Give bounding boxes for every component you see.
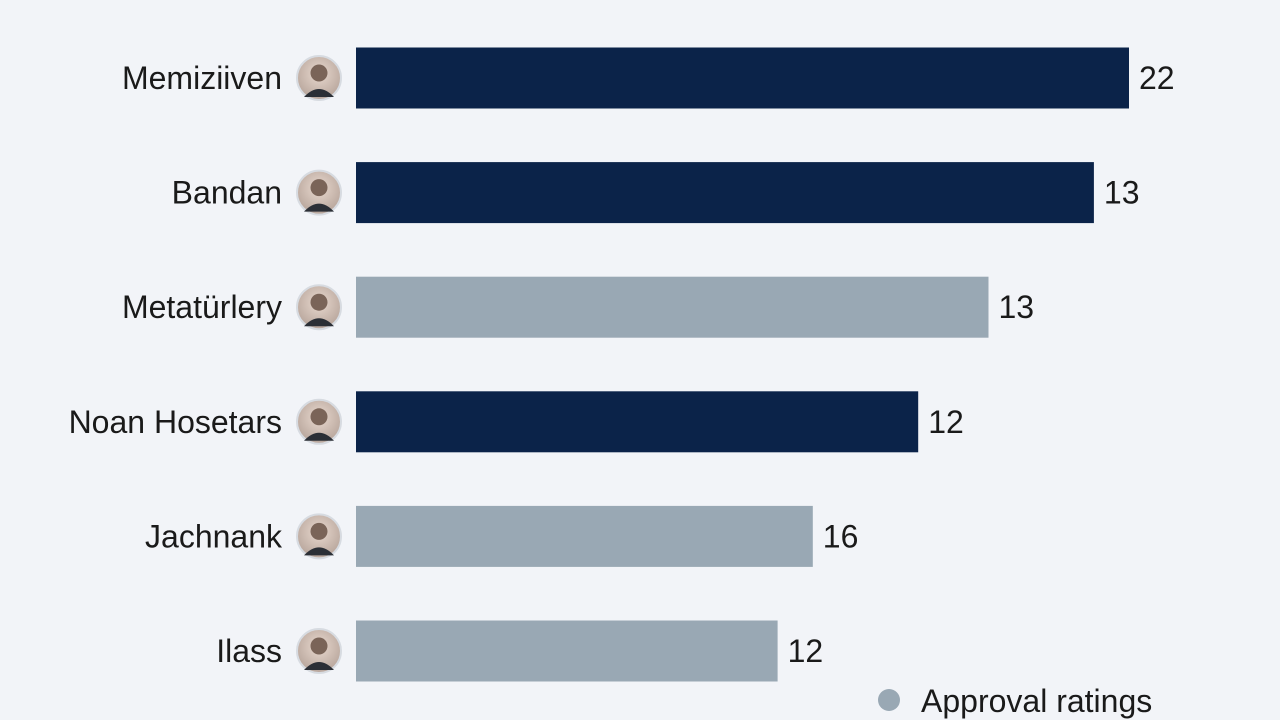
data-label: 13 xyxy=(999,289,1035,325)
bar xyxy=(356,162,1094,224)
avatar-icon xyxy=(296,284,342,331)
category-label: Memiziiven xyxy=(122,60,282,96)
bar xyxy=(356,47,1129,109)
data-label: 12 xyxy=(928,404,964,440)
avatar-icon xyxy=(296,55,342,101)
category-label: Ilass xyxy=(216,633,282,669)
data-label: 12 xyxy=(788,633,824,669)
avatar-icon xyxy=(296,169,342,216)
legend: Approval ratings xyxy=(878,683,1152,719)
category-label: Metatürlery xyxy=(122,289,282,325)
avatar-icon xyxy=(296,398,342,445)
bar xyxy=(356,391,919,453)
legend-swatch xyxy=(878,689,900,711)
data-label: 22 xyxy=(1139,60,1175,96)
category-label: Jachnank xyxy=(145,518,283,554)
data-label: 16 xyxy=(823,518,859,554)
category-label: Bandan xyxy=(172,175,282,211)
legend-label: Approval ratings xyxy=(921,683,1152,719)
bar xyxy=(356,505,813,567)
avatar-icon xyxy=(296,628,342,674)
bar xyxy=(356,276,989,338)
bar xyxy=(356,620,778,682)
avatar-icon xyxy=(296,513,342,560)
data-label: 13 xyxy=(1104,175,1140,211)
category-label: Noan Hosetars xyxy=(69,404,282,440)
